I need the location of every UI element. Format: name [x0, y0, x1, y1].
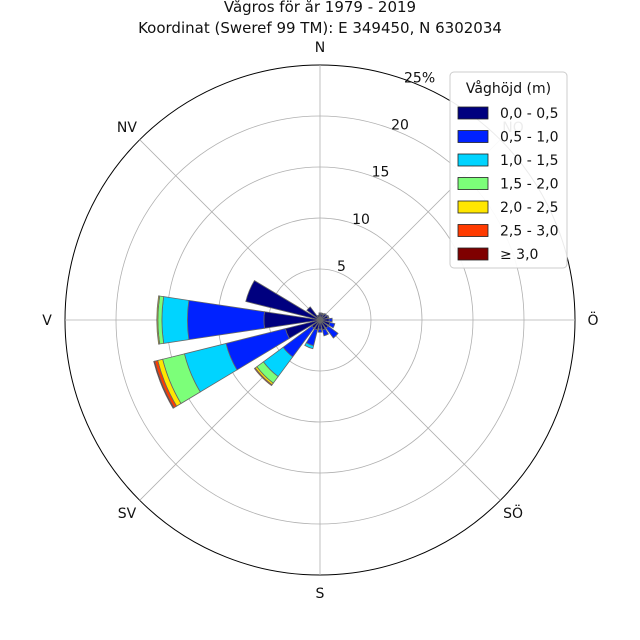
legend-swatch	[457, 247, 489, 261]
rose-bars	[153, 280, 339, 409]
legend-swatch	[457, 106, 489, 120]
legend-entry: 2,0 - 2,5	[500, 200, 558, 216]
legend-swatch	[457, 200, 489, 214]
chart-subtitle: Koordinat (Sweref 99 TM): E 349450, N 63…	[138, 19, 502, 37]
radial-tick-label: 20	[391, 118, 409, 134]
direction-label: SV	[118, 506, 137, 522]
rose-bar-segment	[326, 314, 330, 319]
rose-bar-segment	[316, 314, 321, 321]
radial-tick-label: 25%	[404, 70, 435, 86]
rose-bar-segment	[328, 317, 333, 323]
rose-bar-segment	[153, 360, 175, 409]
radial-tick-label: 5	[337, 259, 346, 275]
rose-bar-segment	[318, 312, 322, 315]
rose-bar-segment	[245, 280, 321, 321]
legend-swatch	[457, 177, 489, 190]
direction-label: NV	[117, 120, 137, 136]
rose-bar-segment	[325, 325, 339, 339]
legend-entry: 0,5 - 1,0	[500, 130, 558, 146]
rose-bar-segment	[304, 342, 315, 350]
rose-bar-segment	[317, 328, 323, 333]
rose-bar-segment	[187, 299, 265, 341]
legend-title: Våghöjd (m)	[466, 80, 551, 97]
rose-bar-segment	[161, 296, 190, 344]
direction-label: Ö	[587, 311, 598, 329]
legend-entry: ≥ 3,0	[500, 247, 538, 263]
rose-bar-segment	[323, 312, 328, 317]
axis-labels: NNOÖSÖSSVVNV510152025%	[42, 40, 598, 602]
legend-entry: 1,5 - 2,0	[500, 177, 558, 193]
radial-tick-label: 15	[372, 165, 390, 181]
polar-grid	[64, 64, 576, 576]
grid-spoke	[319, 319, 501, 501]
rose-bar-segment	[320, 312, 325, 316]
direction-label: N	[315, 40, 325, 56]
legend-swatch	[457, 153, 489, 167]
chart-title: Vågros för år 1979 - 2019	[223, 0, 417, 16]
direction-label: V	[42, 313, 52, 329]
direction-label: S	[316, 586, 325, 602]
rose-bar-segment	[328, 321, 336, 329]
rose-bar-segment	[156, 295, 161, 345]
direction-label: SÖ	[503, 504, 523, 522]
legend-entry: 2,5 - 3,0	[500, 224, 558, 240]
rose-bar-segment	[306, 306, 321, 321]
legend-entry: 0,0 - 0,5	[500, 106, 558, 122]
rose-bar-segment	[321, 328, 329, 337]
grid-spoke	[139, 139, 321, 321]
radial-tick-label: 10	[352, 212, 370, 228]
legend-swatch	[457, 224, 489, 237]
rose-bar-segment	[253, 367, 273, 387]
legend-entry: 1,0 - 1,5	[500, 153, 558, 169]
legend: Våghöjd (m) 0,0 - 0,5 0,5 - 1,0 1,0 - 1,5 1,…	[449, 71, 568, 269]
legend-swatch	[457, 130, 489, 143]
legend-frame	[449, 71, 568, 269]
